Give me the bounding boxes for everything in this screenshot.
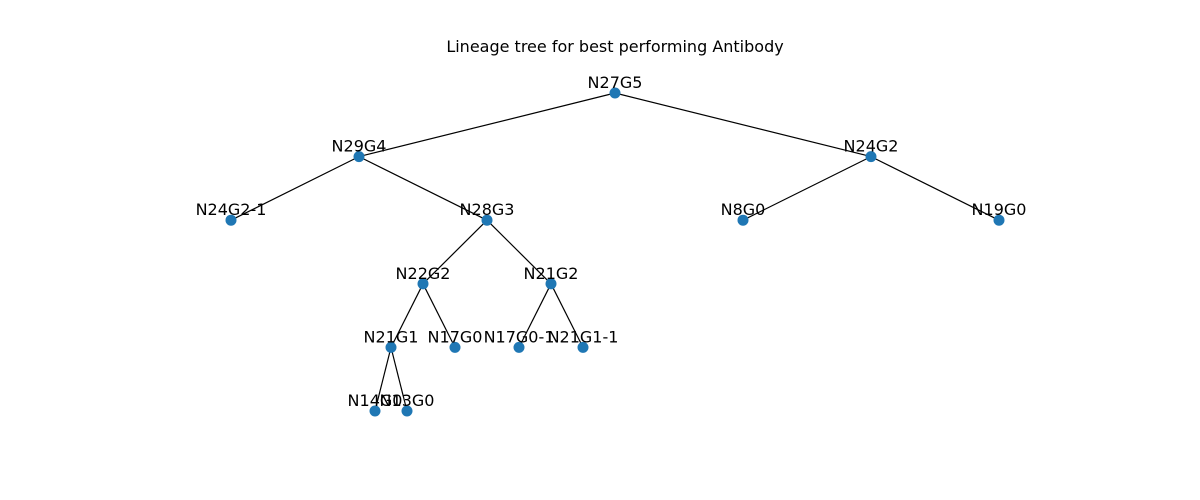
node-label-N27G5: N27G5 — [588, 73, 643, 92]
node-N19G0 — [993, 214, 1005, 226]
node-label-N19G0: N19G0 — [972, 200, 1027, 219]
edge-N28G3-to-N21G2 — [486, 219, 552, 285]
node-label-N14G0: N14G0 — [348, 391, 403, 410]
node-label-N28G3: N28G3 — [460, 200, 515, 219]
edge-N21G2-to-N17G0-1 — [518, 283, 552, 348]
node-label-N17G0-1: N17G0-1 — [484, 327, 555, 346]
edge-N28G3-to-N22G2 — [422, 219, 488, 285]
edge-N24G2-to-N8G0 — [742, 156, 872, 221]
edge-N22G2-to-N21G1 — [390, 283, 424, 348]
node-N14G0 — [369, 405, 381, 417]
node-label-N21G1: N21G1 — [364, 327, 419, 346]
edge-N29G4-to-N24G2-1 — [230, 156, 360, 221]
node-label-N8G0: N8G0 — [721, 200, 766, 219]
node-N21G1-1 — [577, 341, 589, 353]
node-N24G2 — [865, 151, 877, 163]
edge-N22G2-to-N17G0 — [422, 283, 456, 348]
diagram-title: Lineage tree for best performing Antibod… — [446, 37, 783, 56]
node-N27G5 — [609, 87, 621, 99]
edge-N29G4-to-N28G3 — [358, 156, 488, 221]
node-N28G3 — [481, 214, 493, 226]
node-label-N17G0: N17G0 — [428, 327, 483, 346]
node-N17G0 — [449, 341, 461, 353]
tree-edges — [230, 92, 1000, 412]
node-label-N21G2: N21G2 — [524, 264, 579, 283]
node-N21G2 — [545, 278, 557, 290]
node-N29G4 — [353, 151, 365, 163]
node-N22G2 — [417, 278, 429, 290]
edge-N24G2-to-N19G0 — [870, 156, 1000, 221]
node-N24G2-1 — [225, 214, 237, 226]
node-label-N21G1-1: N21G1-1 — [548, 327, 619, 346]
tree-labels: N27G5 N29G4 N24G2 N24G2-1 N28G3 N8G0 N19G0 N22G… — [196, 73, 1027, 410]
edge-N21G1-to-N14G0 — [374, 347, 392, 412]
edge-N21G1-to-N13G0 — [390, 347, 408, 412]
edge-N27G5-to-N24G2 — [614, 92, 872, 158]
node-N17G0-1 — [513, 341, 525, 353]
node-label-N24G2: N24G2 — [844, 137, 899, 156]
node-label-N24G2-1: N24G2-1 — [196, 200, 267, 219]
tree-nodes — [225, 87, 1005, 417]
node-label-N13G0: N13G0 — [380, 391, 435, 410]
node-N21G1 — [385, 341, 397, 353]
edge-N27G5-to-N29G4 — [358, 92, 616, 158]
edge-N21G2-to-N21G1-1 — [550, 283, 584, 348]
node-N13G0 — [401, 405, 413, 417]
node-label-N22G2: N22G2 — [396, 264, 451, 283]
node-label-N29G4: N29G4 — [332, 137, 387, 156]
node-N8G0 — [737, 214, 749, 226]
